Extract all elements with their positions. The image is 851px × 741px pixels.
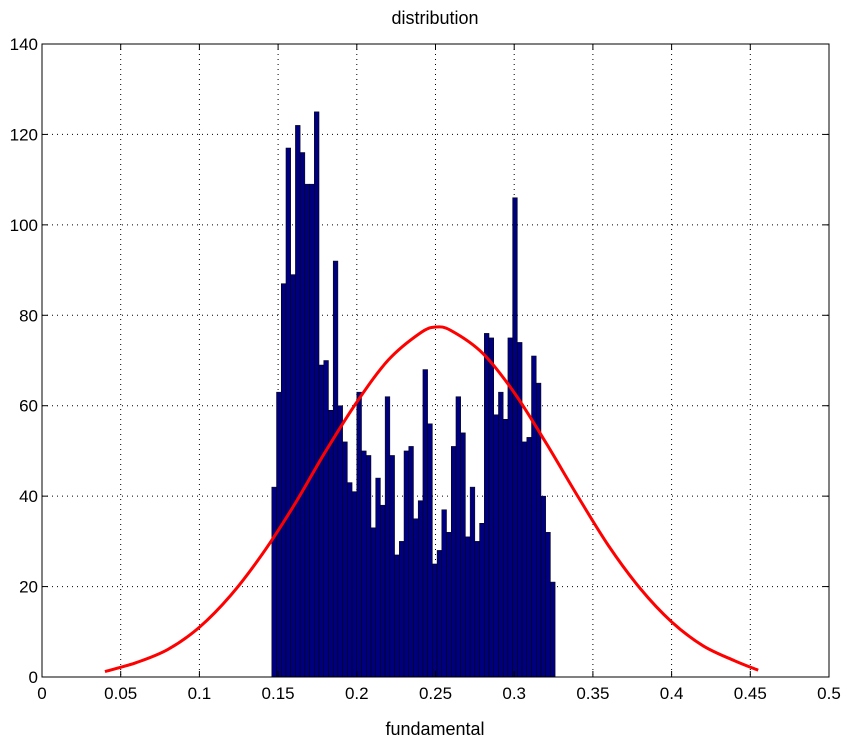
y-tick-label: 40 [19,487,38,506]
x-tick-label: 0.05 [104,684,137,703]
x-tick-label: 0.3 [502,684,526,703]
histogram-bar [351,491,358,678]
histogram-bar [323,360,329,678]
x-tick-label: 0.45 [734,684,767,703]
histogram-bar [502,419,509,678]
histogram-bar [417,500,424,678]
histogram-bar [460,432,466,678]
histogram-bar [403,450,409,678]
x-tick-labels: 0 0.05 0.1 0.15 0.2 0.25 0.3 0.35 0.4 0.45 0.5 [37,684,841,703]
histogram-bar [540,495,546,678]
histogram-bar [427,423,433,678]
histogram-bar [441,509,447,678]
x-tick-label: 0.25 [419,684,452,703]
grid-lines [42,44,829,677]
histogram-bar [521,441,528,678]
normal-fit-curve [104,325,759,674]
y-tick-label: 20 [19,578,38,597]
histogram-bar [422,369,428,678]
histogram-bar [512,197,518,678]
histogram-bar [380,504,386,678]
histogram-bar [399,541,405,678]
y-tick-label: 120 [10,125,38,144]
x-tick-label: 0.2 [345,684,369,703]
x-tick-label: 0.4 [660,684,684,703]
histogram-bar [469,486,476,678]
histogram-bar [290,274,296,678]
y-tick-label: 0 [29,668,38,687]
histogram-bar [531,355,537,678]
histogram-bar [517,342,523,678]
histogram-bar [493,414,499,678]
histogram-bar [337,405,343,678]
chart-title: distribution [391,8,478,28]
histogram-bar [332,260,339,678]
histogram-bar [318,364,324,678]
x-tick-label: 0 [37,684,46,703]
histogram-bar [446,532,452,678]
y-tick-label: 80 [19,306,38,325]
histogram-bar [526,437,532,678]
histogram-bar [488,337,494,678]
histogram-bar [408,446,414,678]
axis-ticks [41,43,830,678]
histogram-bar [375,477,381,678]
histogram-bar [436,550,443,678]
histogram-bar [342,441,348,678]
histogram-bar [479,523,485,678]
histogram-bar [413,518,419,678]
x-tick-label: 0.35 [576,684,609,703]
y-tick-label: 140 [10,35,38,54]
y-tick-label: 60 [19,397,38,416]
histogram-bars [271,111,556,678]
x-tick-label: 0.1 [188,684,212,703]
histogram-bar [314,111,320,678]
histogram-bar [384,396,391,678]
histogram-bar [498,391,504,678]
histogram-bar [550,581,556,678]
histogram-bar [299,152,306,678]
histogram-bar [361,450,367,678]
histogram-bar [285,147,291,678]
histogram-bar [484,333,490,678]
histogram-bar [356,391,362,678]
histogram-bar [474,541,480,678]
histogram-bar [465,536,471,678]
histogram-bar [365,455,372,678]
histogram-bar [295,125,301,678]
histogram-bar [309,183,315,678]
histogram-bar [347,482,353,678]
x-tick-label: 0.5 [817,684,841,703]
histogram-bar [455,396,461,678]
histogram-bar [432,563,438,678]
histogram-bar [280,283,287,678]
histogram-bar [304,183,310,678]
plot-area: 0 0.05 0.1 0.15 0.2 0.25 0.3 0.35 0.4 0.45 0.5 0 20… [10,35,841,703]
histogram-bar [545,532,551,678]
histogram-bar [389,455,395,678]
x-axis-label: fundamental [385,719,484,739]
histogram-bar [450,446,457,678]
y-tick-labels: 0 20 40 60 80 100 120 140 [10,35,38,687]
histogram-bar [328,409,334,678]
y-tick-label: 100 [10,216,38,235]
x-tick-label: 0.15 [262,684,295,703]
histogram-bar [271,486,277,678]
histogram-bar [394,554,400,678]
histogram-bar [370,527,376,678]
